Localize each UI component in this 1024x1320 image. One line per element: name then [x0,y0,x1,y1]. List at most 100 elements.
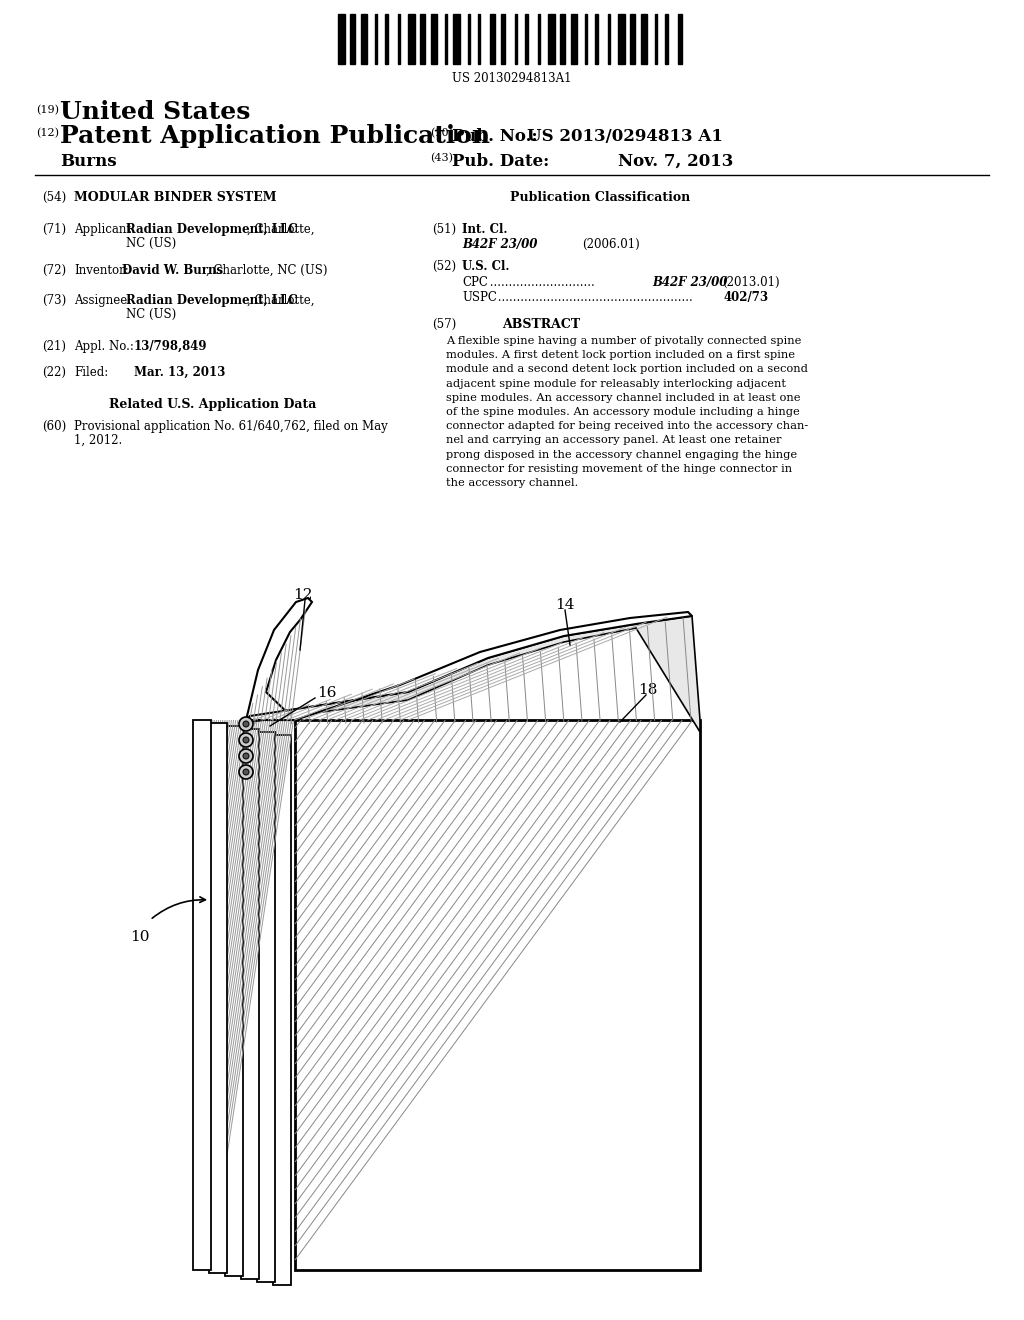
Bar [490,15,495,63]
Bar [655,15,657,63]
Bar [478,15,480,63]
Text: Pub. Date:: Pub. Date: [452,153,549,170]
Bar [360,15,368,63]
Bar [209,723,227,1272]
Bar [608,15,610,63]
Polygon shape [246,616,700,733]
Text: (52): (52) [432,260,456,273]
Text: Nov. 7, 2013: Nov. 7, 2013 [618,153,733,170]
Text: B42F 23/00: B42F 23/00 [462,238,538,251]
Text: Mar. 13, 2013: Mar. 13, 2013 [134,366,225,379]
Text: ............................: ............................ [486,276,595,289]
Bar [241,729,259,1279]
Bar [385,15,388,63]
Text: (21): (21) [42,341,66,352]
Text: Patent Application Publication: Patent Application Publication [60,124,490,148]
Bar [595,15,598,63]
Text: (51): (51) [432,223,456,236]
Bar [397,15,400,63]
Bar [666,15,668,63]
Text: 402/73: 402/73 [724,290,769,304]
Circle shape [243,752,249,759]
Text: Applicant:: Applicant: [74,223,135,236]
Bar [525,15,527,63]
Polygon shape [246,612,692,719]
Text: Radian Development, LLC: Radian Development, LLC [126,294,298,308]
Text: Provisional application No. 61/640,762, filed on May: Provisional application No. 61/640,762, … [74,420,388,433]
Text: 10: 10 [130,931,150,944]
Polygon shape [246,598,312,719]
Text: 14: 14 [555,598,574,612]
Text: (19): (19) [36,106,59,115]
Text: Int. Cl.: Int. Cl. [462,223,508,236]
Bar [560,15,565,63]
Text: of the spine modules. An accessory module including a hinge: of the spine modules. An accessory modul… [446,407,800,417]
Text: NC (US): NC (US) [126,238,176,249]
Bar [585,15,588,63]
Text: Publication Classification: Publication Classification [510,191,690,205]
Text: 13/798,849: 13/798,849 [134,341,208,352]
Text: Pub. No.:: Pub. No.: [452,128,544,145]
Text: (60): (60) [42,420,67,433]
Text: (57): (57) [432,318,457,331]
Text: A flexible spine having a number of pivotally connected spine: A flexible spine having a number of pivo… [446,337,802,346]
Text: US 20130294813A1: US 20130294813A1 [453,73,571,84]
Circle shape [239,748,253,763]
Text: , Charlotte, NC (US): , Charlotte, NC (US) [206,264,328,277]
Bar [338,15,345,63]
Text: Assignee:: Assignee: [74,294,131,308]
Bar [421,15,425,63]
Bar [257,733,275,1282]
Text: the accessory channel.: the accessory channel. [446,478,579,488]
Text: (72): (72) [42,264,67,277]
Text: 18: 18 [638,682,657,697]
Text: adjacent spine module for releasably interlocking adjacent: adjacent spine module for releasably int… [446,379,786,388]
Text: spine modules. An accessory channel included in at least one: spine modules. An accessory channel incl… [446,393,801,403]
Bar [501,15,505,63]
Bar [408,15,415,63]
Bar [570,15,578,63]
Text: (54): (54) [42,191,67,205]
Text: ABSTRACT: ABSTRACT [502,318,581,331]
Text: , Charlotte,: , Charlotte, [247,294,314,308]
Bar [193,719,211,1270]
Bar [618,15,625,63]
Text: MODULAR BINDER SYSTEM: MODULAR BINDER SYSTEM [74,191,276,205]
Bar [225,726,243,1276]
Text: 1, 2012.: 1, 2012. [74,434,122,447]
Text: United States: United States [60,100,251,124]
Text: CPC: CPC [462,276,487,289]
Bar [678,15,682,63]
Text: Related U.S. Application Data: Related U.S. Application Data [109,399,316,411]
Bar [538,15,540,63]
Bar [641,15,647,63]
Circle shape [239,766,253,779]
Text: connector adapted for being received into the accessory chan-: connector adapted for being received int… [446,421,808,432]
Bar [454,15,460,63]
Text: Appl. No.:: Appl. No.: [74,341,134,352]
Bar [515,15,517,63]
Text: (43): (43) [430,153,453,164]
Text: modules. A first detent lock portion included on a first spine: modules. A first detent lock portion inc… [446,350,795,360]
Circle shape [243,770,249,775]
Bar [631,15,635,63]
Text: prong disposed in the accessory channel engaging the hinge: prong disposed in the accessory channel … [446,450,797,459]
Bar [445,15,447,63]
Circle shape [239,733,253,747]
Text: Inventor:: Inventor: [74,264,129,277]
Circle shape [243,737,249,743]
Bar [295,719,700,1270]
Bar [548,15,555,63]
Bar [375,15,378,63]
Text: (12): (12) [36,128,59,139]
Text: USPC: USPC [462,290,497,304]
Text: U.S. Cl.: U.S. Cl. [462,260,510,273]
Text: David W. Burns: David W. Burns [122,264,223,277]
Text: Filed:: Filed: [74,366,109,379]
Bar [431,15,437,63]
Text: 12: 12 [293,587,312,602]
Text: Radian Development, LLC: Radian Development, LLC [126,223,298,236]
Bar [350,15,354,63]
Text: ....................................................: ........................................… [494,290,693,304]
Bar [273,735,291,1284]
